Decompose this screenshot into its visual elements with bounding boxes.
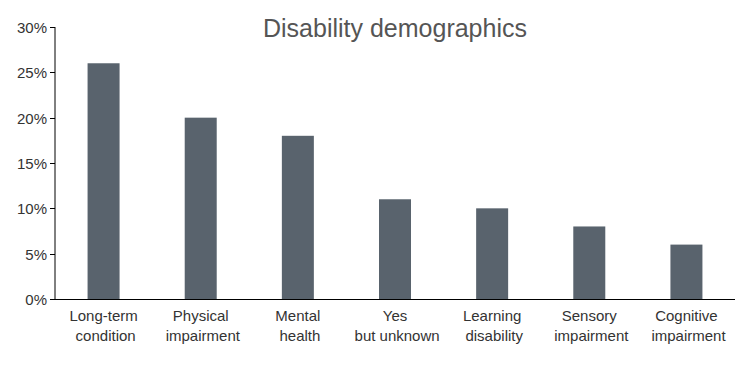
- label-line: impairment: [550, 327, 629, 344]
- y-tick-label: 0%: [25, 291, 47, 308]
- label-line: Learning: [463, 307, 521, 324]
- y-tick: [50, 118, 55, 119]
- label-line: Physical: [173, 307, 229, 324]
- y-tick-label: 15%: [17, 155, 47, 172]
- chart-container: Disability demographics 0% 5% 10% 15% 20% 25% 3…: [0, 0, 741, 383]
- y-tick-label: 5%: [25, 246, 47, 263]
- label-line: impairment: [162, 327, 241, 344]
- y-tick-label: 10%: [17, 200, 47, 217]
- label-line: but unknown: [350, 327, 439, 344]
- y-tick: [50, 72, 55, 73]
- label-line: health: [275, 327, 320, 344]
- label-line: Yes: [383, 307, 407, 324]
- chart-title: Disability demographics: [263, 14, 527, 42]
- x-tick-label: Learning disability: [461, 307, 523, 344]
- y-tick: [50, 254, 55, 255]
- y-tick-label: 20%: [17, 110, 47, 127]
- label-line: Cognitive: [655, 307, 718, 324]
- x-tick-label: Sensory impairment: [550, 307, 629, 344]
- y-tick-label: 30%: [17, 19, 47, 36]
- y-tick: [50, 163, 55, 164]
- x-axis: [55, 299, 735, 300]
- label-line: Mental: [275, 307, 320, 324]
- bar: [185, 118, 217, 299]
- bars: [88, 63, 703, 299]
- x-tick-label: Long-term condition: [69, 307, 137, 344]
- x-tick-label: Mental health: [275, 307, 320, 344]
- x-tick-label: Yes but unknown: [350, 307, 439, 344]
- label-line: Sensory: [562, 307, 618, 324]
- bar: [476, 208, 508, 299]
- bar: [282, 136, 314, 299]
- bar: [88, 63, 120, 299]
- label-line: disability: [461, 327, 523, 344]
- label-line: impairment: [647, 327, 726, 344]
- y-tick-label: 25%: [17, 64, 47, 81]
- bar: [573, 226, 605, 299]
- chart-svg: Disability demographics 0% 5% 10% 15% 20% 25% 3…: [0, 0, 741, 383]
- label-line: Long-term: [69, 307, 137, 324]
- bar: [379, 199, 411, 299]
- bar: [670, 245, 702, 299]
- x-tick-label: Cognitive impairment: [647, 307, 726, 344]
- y-tick: [50, 299, 55, 300]
- label-line: condition: [71, 327, 135, 344]
- y-tick: [50, 208, 55, 209]
- y-tick: [50, 27, 55, 28]
- x-tick-label: Physical impairment: [162, 307, 241, 344]
